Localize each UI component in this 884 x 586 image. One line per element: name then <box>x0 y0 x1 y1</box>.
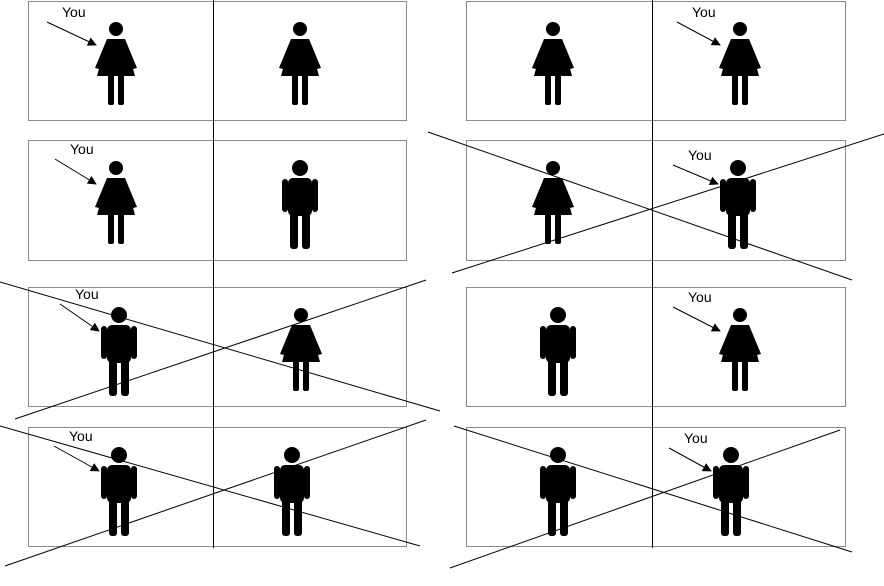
you-arrow-left-1 <box>46 21 97 46</box>
you-label-right-2: You <box>688 147 712 163</box>
woman-icon <box>719 308 761 391</box>
cross-out-line-right-2-2 <box>451 133 884 274</box>
cross-out-line-left-3-2 <box>14 279 427 420</box>
you-arrow-right-2 <box>672 164 719 185</box>
you-arrow-right-4 <box>668 447 712 472</box>
pair-box-right-4 <box>466 427 846 547</box>
man-icon <box>101 307 137 396</box>
you-arrow-right-3 <box>672 306 721 332</box>
pairing-row-right-1: You <box>532 4 761 105</box>
man-icon <box>274 447 310 536</box>
you-label-right-3: You <box>688 289 712 305</box>
woman-icon <box>95 22 137 105</box>
woman-icon <box>280 308 322 391</box>
you-label-left-4: You <box>69 428 93 444</box>
pair-box-left-1 <box>28 1 407 121</box>
pair-box-left-4 <box>28 427 407 547</box>
woman-icon <box>719 22 761 105</box>
pair-box-right-3 <box>466 287 846 407</box>
you-arrow-left-4 <box>53 445 100 472</box>
man-icon <box>720 160 756 249</box>
woman-icon <box>532 161 574 244</box>
pair-box-right-1 <box>466 1 846 121</box>
pairing-row-right-4: You <box>449 425 853 569</box>
pairing-row-right-2: You <box>427 131 884 281</box>
man-icon <box>540 307 576 396</box>
woman-icon <box>279 22 321 105</box>
man-icon <box>540 447 576 536</box>
woman-icon <box>95 161 137 244</box>
right-panel: You You You You <box>427 0 884 569</box>
man-icon <box>101 447 137 536</box>
cross-out-line-left-4-2 <box>4 419 427 567</box>
pairing-row-left-4: You <box>0 419 427 567</box>
you-label-left-2: You <box>70 141 94 157</box>
pairing-row-left-2: You <box>54 141 318 249</box>
you-label-right-4: You <box>684 430 708 446</box>
you-arrow-left-3 <box>59 303 100 332</box>
pairing-row-right-3: You <box>540 289 761 396</box>
man-icon <box>713 447 749 536</box>
you-label-right-1: You <box>692 4 716 20</box>
cross-out-line-left-4-1 <box>0 425 421 547</box>
you-label-left-1: You <box>62 4 86 20</box>
cross-out-line-right-4-1 <box>453 425 853 553</box>
cross-out-line-left-3-1 <box>0 281 441 412</box>
pair-box-right-2 <box>466 140 846 261</box>
pairing-row-left-1: You <box>46 4 321 105</box>
left-panel: You You You You <box>0 0 441 567</box>
pair-box-left-3 <box>28 287 407 407</box>
man-icon <box>282 160 318 249</box>
cross-out-line-right-2-1 <box>427 131 853 281</box>
you-arrow-left-2 <box>54 158 97 185</box>
cross-out-line-right-4-2 <box>449 429 841 569</box>
pairing-row-left-3: You <box>0 279 441 420</box>
woman-icon <box>532 22 574 105</box>
you-arrow-right-1 <box>676 21 721 46</box>
you-label-left-3: You <box>75 286 99 302</box>
pair-box-left-2 <box>28 140 407 261</box>
